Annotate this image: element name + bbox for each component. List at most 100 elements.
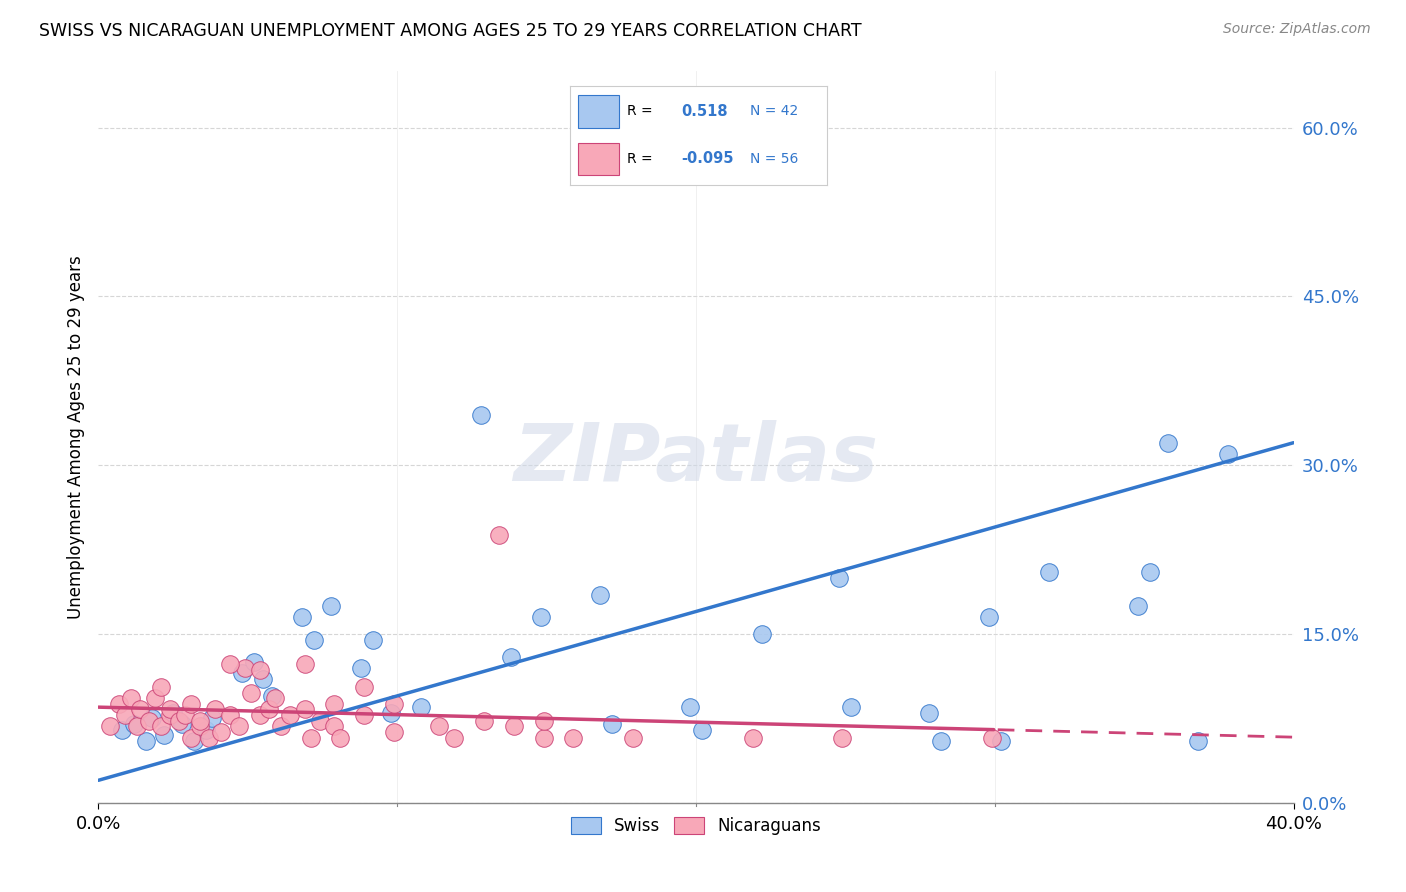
Point <box>249 708 271 723</box>
Point <box>294 702 316 716</box>
Point <box>257 702 280 716</box>
Point <box>329 731 352 745</box>
Point <box>562 731 585 745</box>
Point <box>621 731 644 745</box>
Point <box>1187 734 1209 748</box>
Point <box>98 719 122 733</box>
Point <box>180 731 202 745</box>
Point <box>828 571 851 585</box>
Point <box>129 702 152 716</box>
Point <box>382 725 405 739</box>
Point <box>411 700 433 714</box>
Point <box>188 714 211 728</box>
Point <box>195 723 218 737</box>
Point <box>141 711 163 725</box>
Point <box>270 719 292 733</box>
Point <box>841 700 863 714</box>
Point <box>263 691 285 706</box>
Point <box>167 714 190 728</box>
Point <box>172 717 194 731</box>
Point <box>201 711 224 725</box>
Point <box>929 734 952 748</box>
Point <box>252 672 274 686</box>
Point <box>1038 565 1060 579</box>
Point <box>278 708 301 723</box>
Point <box>135 734 157 748</box>
Point <box>124 717 146 731</box>
Point <box>353 680 375 694</box>
Point <box>188 719 211 733</box>
Point <box>153 728 176 742</box>
Point <box>219 657 242 672</box>
Point <box>741 731 763 745</box>
Point <box>243 655 266 669</box>
Point <box>231 666 253 681</box>
Point <box>363 632 385 647</box>
Point <box>249 663 271 677</box>
Point <box>294 657 316 672</box>
Point <box>353 708 375 723</box>
Point <box>472 714 495 728</box>
Point <box>291 610 314 624</box>
Point <box>308 714 330 728</box>
Point <box>533 714 555 728</box>
Point <box>138 714 160 728</box>
Point <box>302 632 325 647</box>
Point <box>239 685 262 699</box>
Point <box>260 689 283 703</box>
Text: SWISS VS NICARAGUAN UNEMPLOYMENT AMONG AGES 25 TO 29 YEARS CORRELATION CHART: SWISS VS NICARAGUAN UNEMPLOYMENT AMONG A… <box>39 22 862 40</box>
Point <box>1216 447 1239 461</box>
Point <box>180 697 202 711</box>
Point <box>183 734 205 748</box>
Point <box>499 649 522 664</box>
Point <box>690 723 713 737</box>
Point <box>990 734 1012 748</box>
Point <box>174 708 197 723</box>
Point <box>533 731 555 745</box>
Point <box>831 731 853 745</box>
Point <box>219 708 242 723</box>
Point <box>427 719 450 733</box>
Point <box>323 719 346 733</box>
Point <box>114 708 136 723</box>
Point <box>150 719 173 733</box>
Point <box>228 719 250 733</box>
Legend: Swiss, Nicaraguans: Swiss, Nicaraguans <box>564 811 828 842</box>
Point <box>159 708 181 723</box>
Point <box>108 697 131 711</box>
Point <box>380 706 402 720</box>
Point <box>679 700 702 714</box>
Point <box>143 691 166 706</box>
Point <box>1128 599 1150 613</box>
Point <box>502 719 524 733</box>
Point <box>204 702 226 716</box>
Point <box>150 680 173 694</box>
Point <box>589 588 612 602</box>
Point <box>1139 565 1161 579</box>
Point <box>159 702 181 716</box>
Point <box>323 697 346 711</box>
Point <box>127 719 149 733</box>
Text: Source: ZipAtlas.com: Source: ZipAtlas.com <box>1223 22 1371 37</box>
Point <box>443 731 465 745</box>
Point <box>299 731 322 745</box>
Point <box>470 408 492 422</box>
Point <box>980 731 1002 745</box>
Point <box>751 627 773 641</box>
Point <box>488 528 510 542</box>
Point <box>198 731 221 745</box>
Y-axis label: Unemployment Among Ages 25 to 29 years: Unemployment Among Ages 25 to 29 years <box>66 255 84 619</box>
Point <box>350 661 373 675</box>
Point <box>120 691 142 706</box>
Point <box>1157 435 1180 450</box>
Point <box>209 725 232 739</box>
Text: ZIPatlas: ZIPatlas <box>513 420 879 498</box>
Point <box>382 697 405 711</box>
Point <box>321 599 343 613</box>
Point <box>977 610 1000 624</box>
Point <box>918 706 941 720</box>
Point <box>111 723 134 737</box>
Point <box>602 717 624 731</box>
Point <box>233 661 256 675</box>
Point <box>530 610 553 624</box>
